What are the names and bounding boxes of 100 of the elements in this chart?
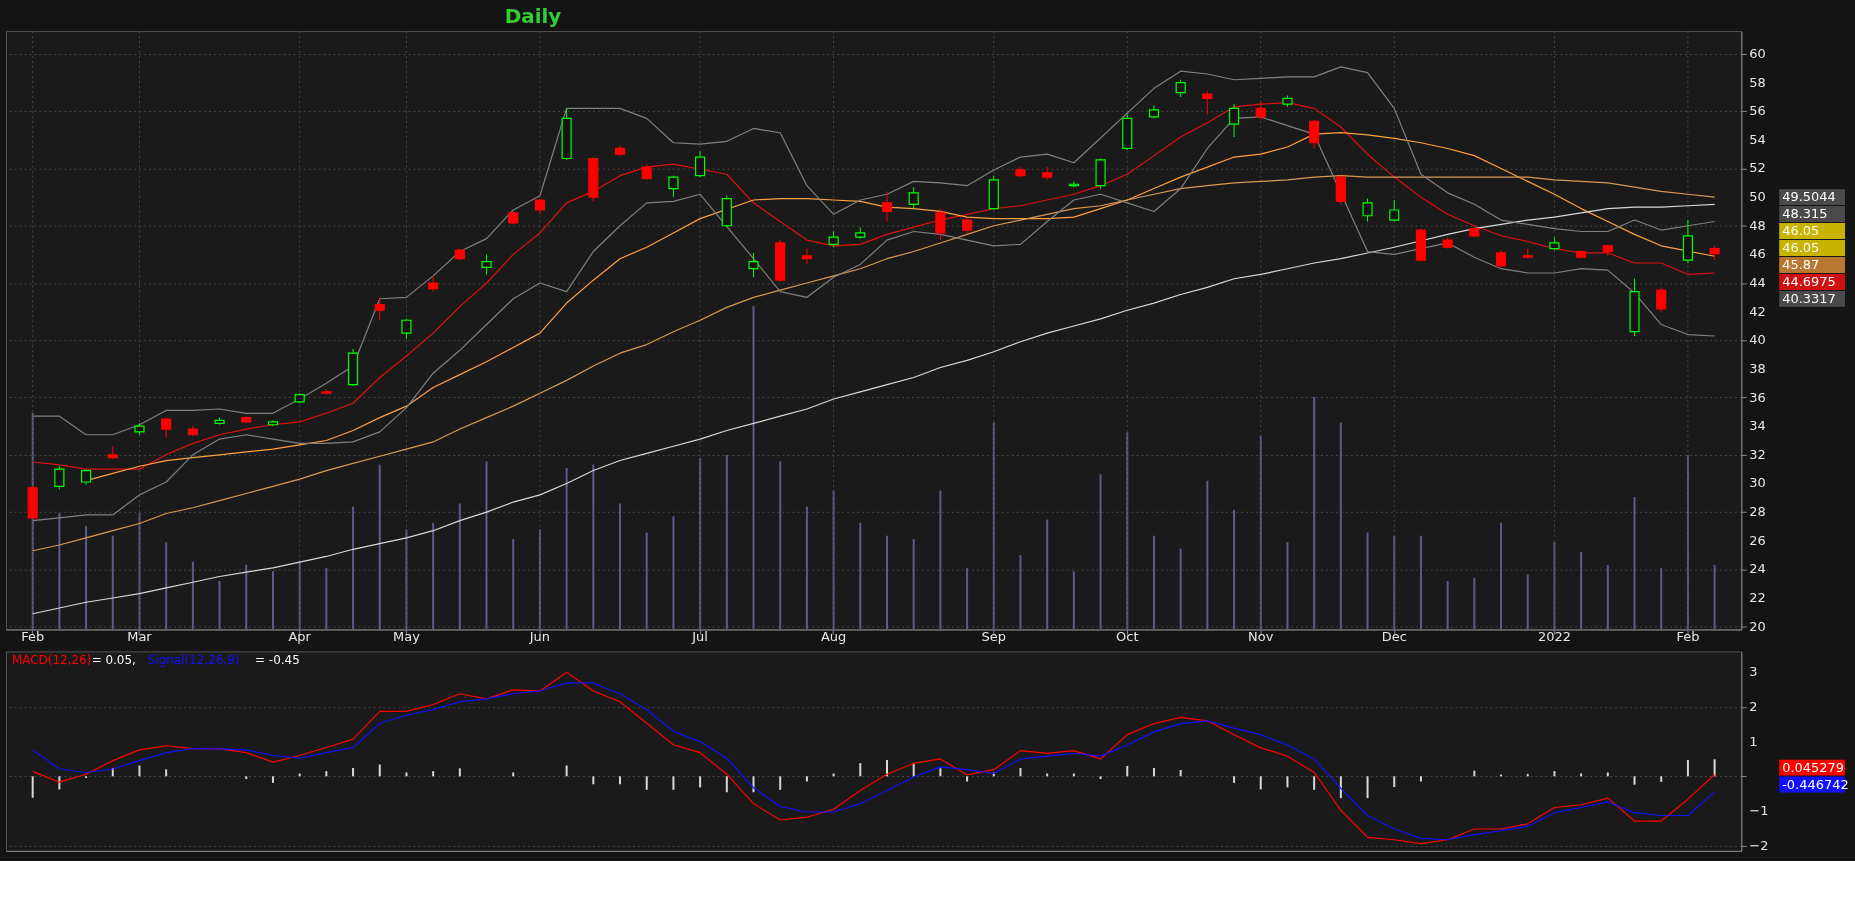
x-tick-label: Jun (528, 628, 551, 644)
bar (645, 776, 648, 790)
bar (1206, 480, 1209, 630)
text: MACD(12,26) (11, 653, 92, 668)
x-tick-label: Feb (1676, 628, 1700, 644)
y-tick-label: −1 (1749, 802, 1769, 818)
text: 0.045279 (1782, 759, 1845, 775)
x-tick-label: May (393, 628, 421, 644)
y-tick-label: 32 (1749, 446, 1766, 462)
candlestick (428, 275, 439, 293)
bar (352, 506, 355, 630)
y-tick-label: 42 (1749, 303, 1766, 319)
y-tick-label: 58 (1749, 74, 1766, 90)
y-tick-label: 24 (1749, 561, 1766, 577)
x-tick-label: Apr (288, 628, 312, 644)
bar (725, 454, 728, 630)
y-tick-label: 28 (1749, 504, 1766, 520)
bar (325, 568, 328, 630)
bar (432, 771, 435, 777)
bar (1713, 759, 1716, 777)
y-tick-label: −2 (1749, 837, 1769, 853)
candlestick (1202, 90, 1213, 115)
bar (1099, 776, 1102, 780)
bar (619, 776, 622, 785)
bar (245, 564, 248, 630)
bar (1713, 564, 1716, 630)
bar (1233, 776, 1236, 783)
x-tick-label: Sep (981, 628, 1006, 644)
y-tick-label: 2 (1749, 698, 1758, 714)
candlestick (54, 465, 65, 490)
candlestick (908, 186, 919, 210)
x-tick-label: Mar (127, 628, 153, 644)
bar (1126, 765, 1129, 777)
text: 40.3317 (1782, 290, 1836, 306)
bar (939, 490, 942, 630)
y-tick-label: 50 (1749, 189, 1766, 205)
bar (1313, 776, 1316, 790)
y-tick-label: 22 (1749, 589, 1766, 605)
bar (512, 538, 515, 630)
line-series (32, 203, 1716, 615)
bar (1686, 759, 1689, 777)
y-tick-label: 46 (1749, 246, 1766, 262)
y-tick-label: 54 (1749, 131, 1766, 147)
text: 46.05 (1782, 239, 1820, 255)
y-tick-label: 34 (1749, 418, 1766, 434)
x-tick-label: Feb (21, 628, 45, 644)
chart-title: Daily (504, 3, 562, 28)
x-tick-label: 2022 (1537, 628, 1571, 644)
y-tick-label: 30 (1749, 475, 1766, 491)
line-series (32, 66, 1716, 436)
x-tick-label: Nov (1248, 628, 1274, 644)
bar (325, 771, 328, 777)
bar (432, 522, 435, 630)
candlestick (1362, 198, 1373, 222)
y-tick-label: 52 (1749, 160, 1766, 176)
text: 49.5044 (1782, 189, 1836, 205)
y-tick-label: 56 (1749, 103, 1766, 119)
bar (1313, 396, 1316, 630)
y-tick-label: 40 (1749, 332, 1766, 348)
bar (1019, 555, 1022, 630)
bar (805, 506, 808, 630)
bar (1099, 474, 1102, 630)
x-tick-label: Dec (1381, 628, 1407, 644)
bar (1419, 535, 1422, 630)
bar (138, 765, 141, 777)
bar (725, 776, 728, 793)
candlestick (935, 208, 946, 241)
y-tick-label: 48 (1749, 217, 1766, 233)
candlestick (374, 296, 385, 321)
candlestick (695, 150, 706, 178)
text: 46.05 (1782, 223, 1820, 239)
candlestick (1656, 286, 1667, 313)
candlestick (1228, 103, 1240, 138)
annotation: = 0.05, (91, 653, 136, 668)
x-tick-label: Aug (820, 628, 847, 644)
text: 48.315 (1782, 206, 1828, 222)
text: Signal(12,26,9) (147, 653, 240, 668)
bar (512, 772, 515, 777)
candlestick (1255, 100, 1266, 121)
y-tick-label: 3 (1749, 664, 1758, 680)
y-tick-label: 44 (1749, 275, 1766, 291)
bar (939, 768, 942, 777)
y-tick-label: 1 (1749, 733, 1758, 749)
bar (645, 532, 648, 630)
bar (218, 580, 221, 630)
annotation: = -0.45 (255, 653, 300, 668)
text: 45.87 (1782, 256, 1820, 272)
text: 44.6975 (1782, 273, 1836, 289)
y-tick-label: 60 (1749, 45, 1766, 61)
candlestick (1309, 119, 1320, 149)
x-tick-label: Oct (1116, 628, 1139, 644)
bar (245, 776, 248, 780)
bar (1233, 509, 1236, 630)
candlestick (881, 190, 893, 222)
x-tick-label: Jul (691, 628, 708, 644)
bar (805, 776, 808, 782)
bar (1606, 564, 1609, 630)
line-series (32, 175, 1716, 552)
candlestick (748, 252, 759, 278)
bar (912, 538, 915, 630)
